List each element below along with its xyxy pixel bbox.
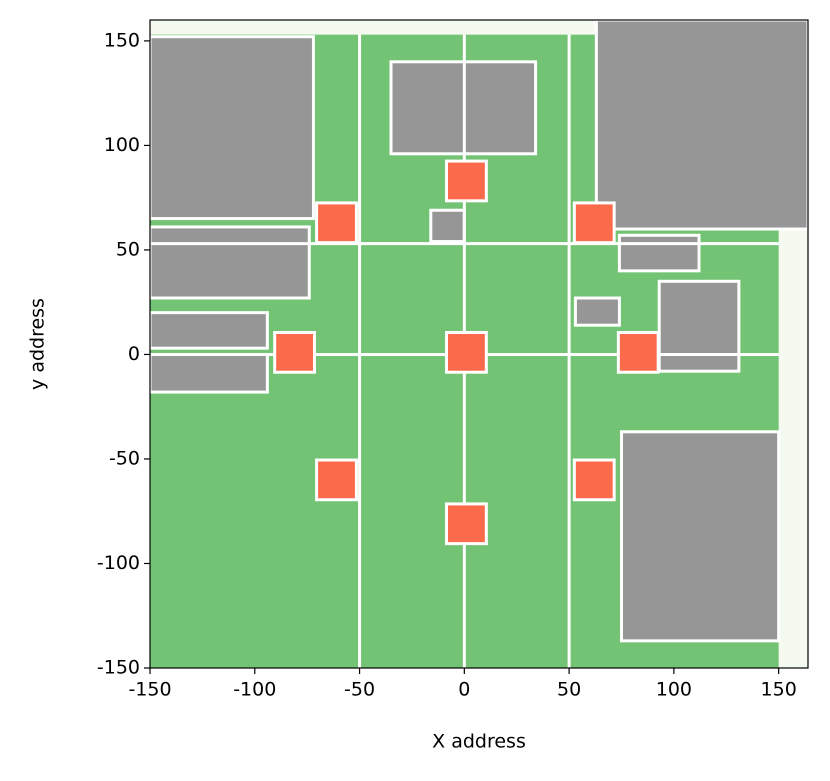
hub: [315, 458, 358, 502]
x-tick-label: -150: [128, 679, 171, 701]
x-tick-label: 50: [557, 679, 581, 701]
block: [148, 225, 311, 300]
hub: [445, 331, 488, 374]
y-tick-label: -50: [109, 447, 140, 469]
block: [657, 279, 741, 373]
hub: [273, 331, 317, 374]
block: [617, 233, 701, 273]
y-tick-label: 100: [104, 134, 140, 156]
x-tick-label: 150: [761, 679, 797, 701]
x-tick-label: 0: [458, 679, 470, 701]
block: [594, 18, 810, 231]
x-tick-label: -100: [233, 679, 276, 701]
plot-frame: [149, 19, 809, 669]
hub: [315, 201, 358, 245]
block: [148, 352, 269, 394]
block: [619, 430, 781, 643]
x-tick-label: -50: [344, 679, 375, 701]
hub: [572, 458, 616, 502]
y-tick-label: 0: [128, 343, 140, 365]
hub: [445, 159, 488, 203]
block: [148, 311, 269, 350]
y-tick-label: -150: [97, 657, 140, 679]
y-axis-label: y address: [27, 298, 49, 390]
block: [429, 208, 466, 244]
block: [573, 296, 621, 327]
y-tick-label: 50: [116, 238, 140, 260]
y-tick-label: -100: [97, 552, 140, 574]
hub: [445, 502, 488, 546]
x-tick-label: 100: [656, 679, 692, 701]
x-axis-label: X address: [432, 731, 526, 753]
hub: [572, 201, 616, 245]
block: [148, 35, 315, 221]
y-tick-label: 150: [104, 29, 140, 51]
hub: [616, 331, 660, 374]
